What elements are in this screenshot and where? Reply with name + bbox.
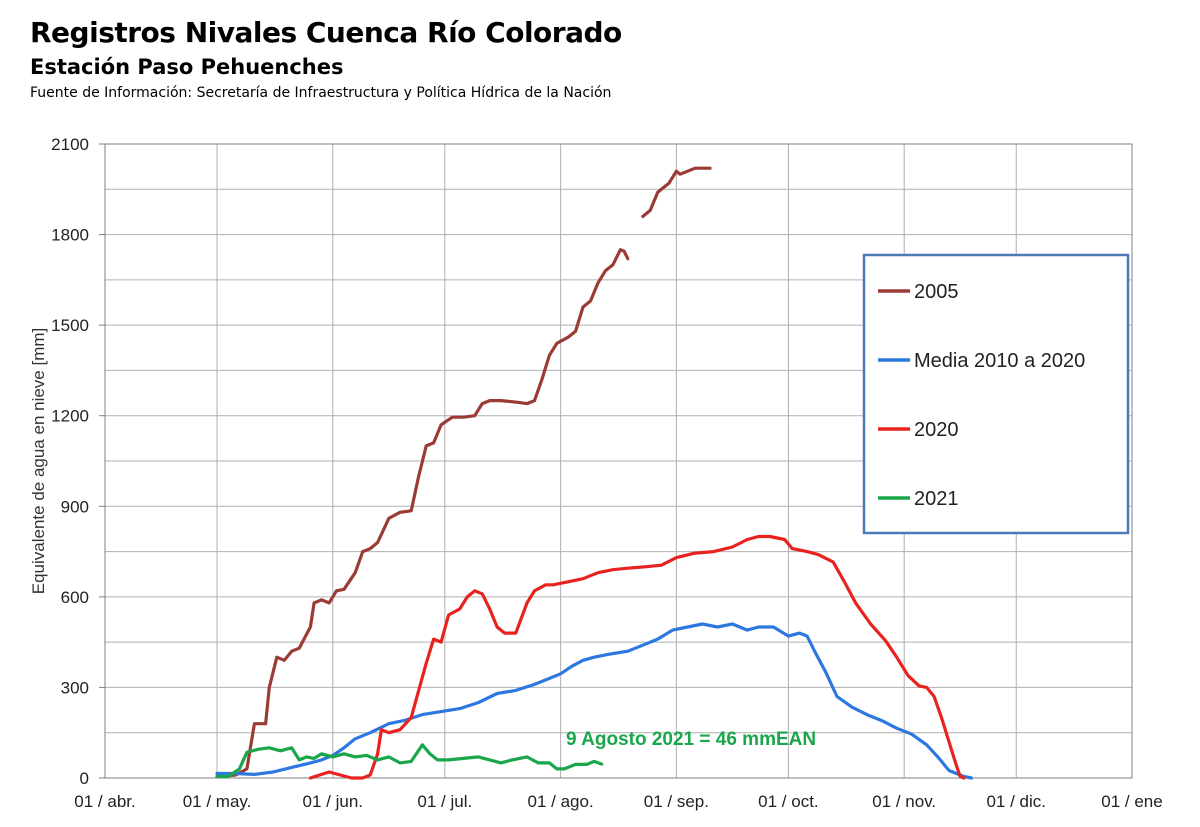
x-tick-label: 01 / jun. — [303, 792, 364, 811]
chart-subtitle: Estación Paso Pehuenches — [30, 55, 344, 79]
x-tick-label: 01 / dic. — [986, 792, 1046, 811]
y-axis-label: Equivalente de agua en nieve [mm] — [29, 328, 48, 595]
series-line-2020 — [308, 534, 966, 780]
source-note: Fuente de Información: Secretaría de Inf… — [30, 85, 612, 101]
annotation-label: 9 Agosto 2021 = 46 mmEAN — [566, 729, 816, 750]
y-tick-label: 1200 — [51, 407, 89, 426]
plot-border — [104, 143, 1133, 779]
x-tick-label: 01 / oct. — [758, 792, 818, 811]
x-tick-label: 01 / nov. — [872, 792, 936, 811]
x-tick-label: 01 / jul. — [417, 792, 472, 811]
series-line-2005 — [215, 248, 630, 779]
series-line-2021 — [215, 743, 604, 779]
y-tick-label: 300 — [61, 678, 89, 697]
x-tick-label: 01 / may. — [183, 792, 252, 811]
x-tick-label: 01 / ene — [1101, 792, 1162, 811]
legend-box — [862, 253, 1130, 535]
y-tick-label: 2100 — [51, 135, 89, 154]
y-tick-label: 0 — [80, 769, 89, 788]
y-tick-label: 900 — [61, 497, 89, 516]
y-axis-ticks: 0 300 600 900 1200 1500 1800 2100 — [51, 135, 105, 788]
x-tick-label: 01 / sep. — [644, 792, 709, 811]
legend-label: 2005 — [914, 281, 959, 303]
legend-label: 2020 — [914, 419, 959, 441]
legend: 2005 Media 2010 a 2020 2020 2021 — [862, 253, 1130, 535]
y-tick-label: 1500 — [51, 316, 89, 335]
chart-title: Registros Nivales Cuenca Río Colorado — [30, 16, 622, 49]
x-axis-ticks: 01 / abr. 01 / may. 01 / jun. 01 / jul. 01 /… — [74, 792, 1162, 811]
x-tick-label: 01 / ago. — [528, 792, 594, 811]
legend-label: 2021 — [914, 488, 959, 510]
series-lines — [215, 166, 974, 780]
x-tick-label: 01 / abr. — [74, 792, 135, 811]
legend-label: Media 2010 a 2020 — [914, 350, 1085, 372]
series-line-media-2010-a-2020 — [215, 622, 974, 780]
series-line-2005 — [641, 166, 712, 219]
y-tick-label: 1800 — [51, 226, 89, 245]
y-tick-label: 600 — [61, 588, 89, 607]
